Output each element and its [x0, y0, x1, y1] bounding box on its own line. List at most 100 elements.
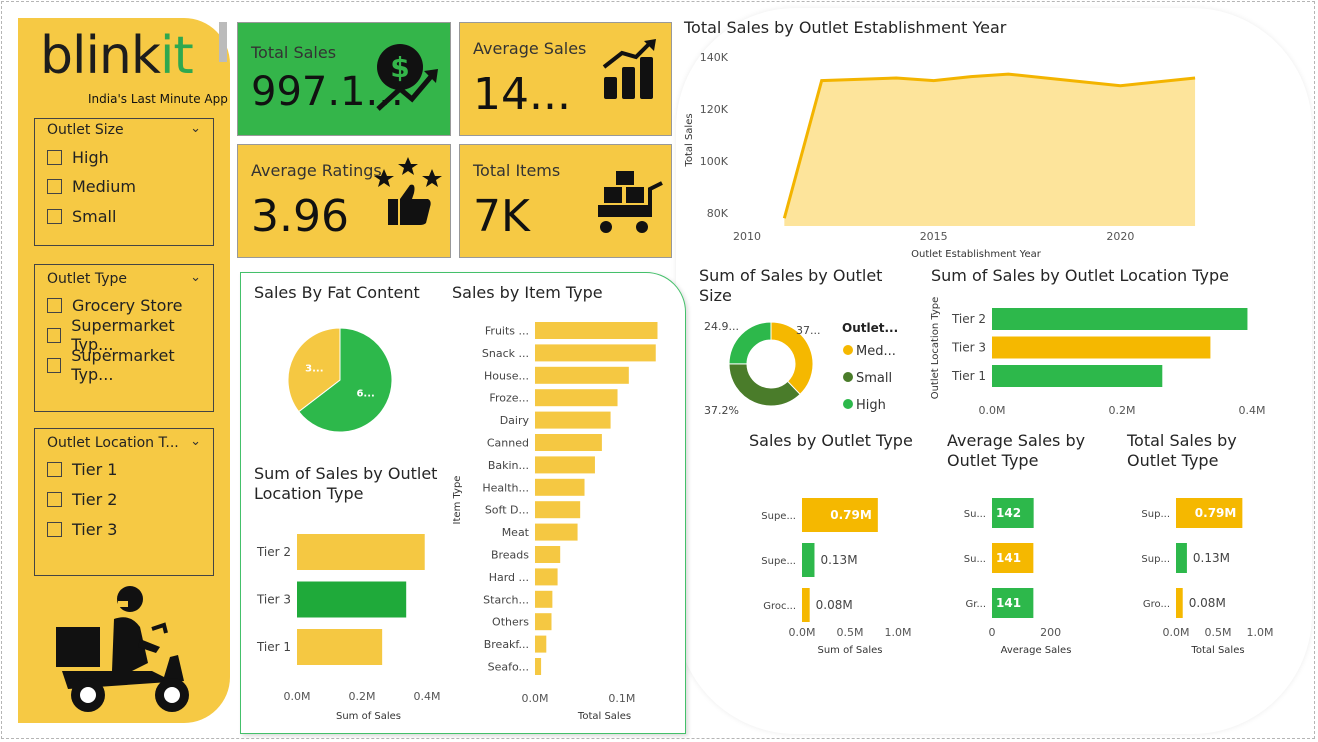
outlet-type-avg-chart[interactable]: Su... 142 Su... 141 Gr... 141 0 200 Average Sale…: [950, 470, 1080, 660]
data-label: 0.13M: [820, 553, 857, 567]
bar: [802, 543, 815, 577]
category-label: Tier 3: [256, 593, 291, 607]
x-axis-label: Total Sales: [577, 711, 631, 722]
x-tick-label: 0.5M: [837, 626, 864, 639]
category-label: Seafo...: [488, 661, 529, 674]
bar: [535, 478, 585, 496]
data-label: 0.08M: [816, 598, 853, 612]
category-label: Others: [492, 616, 529, 629]
checkbox[interactable]: [47, 149, 62, 165]
brand-tagline: India's Last Minute App: [88, 92, 228, 106]
chart-title: Sales by Item Type: [452, 283, 603, 302]
kpi-average-sales: Average Sales 14...: [459, 22, 672, 136]
x-tick-label: 2015: [920, 230, 948, 243]
kpi-total-items: Total Items 7K: [459, 144, 672, 258]
kpi-label: Average Sales: [473, 39, 587, 58]
item-type-bar-chart[interactable]: Fruits ... Snack ... House... Froze... Dairy…: [448, 314, 674, 726]
filter-option-tier2[interactable]: Tier 2: [47, 489, 117, 509]
bar: [1176, 498, 1243, 528]
outlet-location-slicer: Outlet Location T... ⌄ Tier 1 Tier 2 Tie…: [34, 428, 214, 576]
filter-option-tier3[interactable]: Tier 3: [47, 519, 117, 539]
category-label: Gr...: [966, 599, 986, 610]
data-label: 0.08M: [1189, 596, 1226, 610]
slicer-title: Outlet Size: [47, 122, 124, 138]
category-label: Froze...: [489, 392, 529, 405]
bar: [992, 543, 1034, 573]
x-tick-label: 0.2M: [1109, 404, 1136, 417]
category-label: Tier 2: [256, 545, 291, 559]
filter-option-supermarket-2[interactable]: Supermarket Typ...: [47, 346, 213, 384]
category-label: Fruits ...: [485, 325, 529, 338]
category-label: Tier 1: [951, 369, 986, 383]
filter-option-supermarket-1[interactable]: Supermarket Typ...: [47, 316, 213, 354]
checkbox[interactable]: [47, 357, 62, 373]
location-bar-chart[interactable]: Tier 2 Tier 3 Tier 1 0.0M 0.2M 0.4M Outlet Loc…: [926, 292, 1296, 422]
checkbox[interactable]: [47, 208, 62, 224]
bar: [535, 546, 561, 563]
data-label: 141: [996, 551, 1021, 565]
slicer-title: Outlet Location T...: [47, 435, 179, 451]
category-label: Dairy: [500, 414, 530, 427]
chart-title: Total Sales by Outlet Establishment Year: [684, 18, 1007, 37]
category-label: Bakin...: [488, 459, 529, 472]
checkbox[interactable]: [47, 297, 62, 313]
outlet-type-sum-chart[interactable]: Supe... 0.79M Supe... 0.13M Groc... 0.08M 0.0M…: [750, 470, 930, 660]
area-chart[interactable]: 80K 100K 120K 140K 2010 2015 2020 Outlet Establ…: [680, 40, 1220, 262]
category-label: Canned: [487, 437, 529, 450]
chart-title: Sum of Sales by Outlet Location Type: [254, 464, 438, 503]
x-tick-label: 0.0M: [1163, 626, 1190, 639]
svg-text:$: $: [390, 51, 409, 84]
category-label: Gro...: [1143, 599, 1170, 610]
category-label: Breads: [491, 549, 529, 562]
filter-option-small[interactable]: Small: [47, 206, 116, 226]
kpi-total-sales: Total Sales 997.1... $: [237, 22, 451, 136]
category-label: Supe...: [761, 556, 796, 567]
filter-option-high[interactable]: High: [47, 147, 109, 167]
checkbox[interactable]: [47, 178, 62, 194]
legend-marker: [843, 372, 853, 382]
filter-option-tier1[interactable]: Tier 1: [47, 459, 117, 479]
category-label: Breakf...: [484, 638, 529, 651]
thumbs-up-stars-icon: [374, 157, 442, 225]
bar: [535, 344, 656, 362]
x-tick-label: 2010: [733, 230, 761, 243]
chevron-down-icon[interactable]: ⌄: [190, 270, 201, 285]
category-label: Starch...: [483, 593, 529, 606]
cart-boxes-icon: [598, 171, 663, 233]
category-label: Tier 3: [951, 341, 986, 355]
fat-content-pie[interactable]: 6... 3...: [270, 312, 410, 442]
category-label: Supe...: [761, 511, 796, 522]
chart-title: Sum of Sales by Outlet Size: [699, 266, 883, 305]
outlet-type-total-chart[interactable]: Sup... 0.79M Sup... 0.13M Gro... 0.08M 0.0M 0.5…: [1130, 470, 1280, 660]
category-label: Sup...: [1141, 509, 1170, 520]
checkbox[interactable]: [47, 327, 62, 343]
chevron-down-icon[interactable]: ⌄: [190, 434, 201, 449]
category-label: Tier 2: [951, 312, 986, 326]
chevron-down-icon[interactable]: ⌄: [190, 121, 201, 136]
bar: [992, 336, 1211, 359]
checkbox[interactable]: [47, 491, 62, 507]
filter-option-medium[interactable]: Medium: [47, 176, 136, 196]
scrollbar[interactable]: [219, 22, 227, 62]
x-axis-label: Sum of Sales: [817, 645, 882, 656]
location-small-bar-chart[interactable]: Tier 2 Tier 3 Tier 1 0.0M 0.2M 0.4M Sum of Sal…: [250, 524, 450, 724]
category-label: Hard ...: [489, 571, 529, 584]
x-tick-label: 0.1M: [608, 692, 635, 705]
legend-title: Outlet...: [842, 321, 898, 335]
brand-logo: blinkit: [40, 26, 194, 86]
checkbox[interactable]: [47, 461, 62, 477]
filter-option-grocery[interactable]: Grocery Store: [47, 295, 182, 315]
donut-chart[interactable]: 37... 37.2% 24.9... Outlet... Med... Small Hig…: [696, 312, 906, 424]
legend-label: High: [856, 398, 886, 413]
bar: [297, 629, 383, 665]
bar: [992, 498, 1034, 528]
bar: [297, 534, 425, 570]
category-label: Health...: [482, 481, 529, 494]
category-label: House...: [484, 369, 529, 382]
category-label: Soft D...: [485, 504, 529, 517]
kpi-value: 14...: [473, 69, 571, 120]
donut-slice: [728, 363, 801, 407]
checkbox[interactable]: [47, 521, 62, 537]
bar: [1176, 588, 1183, 618]
bar: [992, 308, 1248, 330]
